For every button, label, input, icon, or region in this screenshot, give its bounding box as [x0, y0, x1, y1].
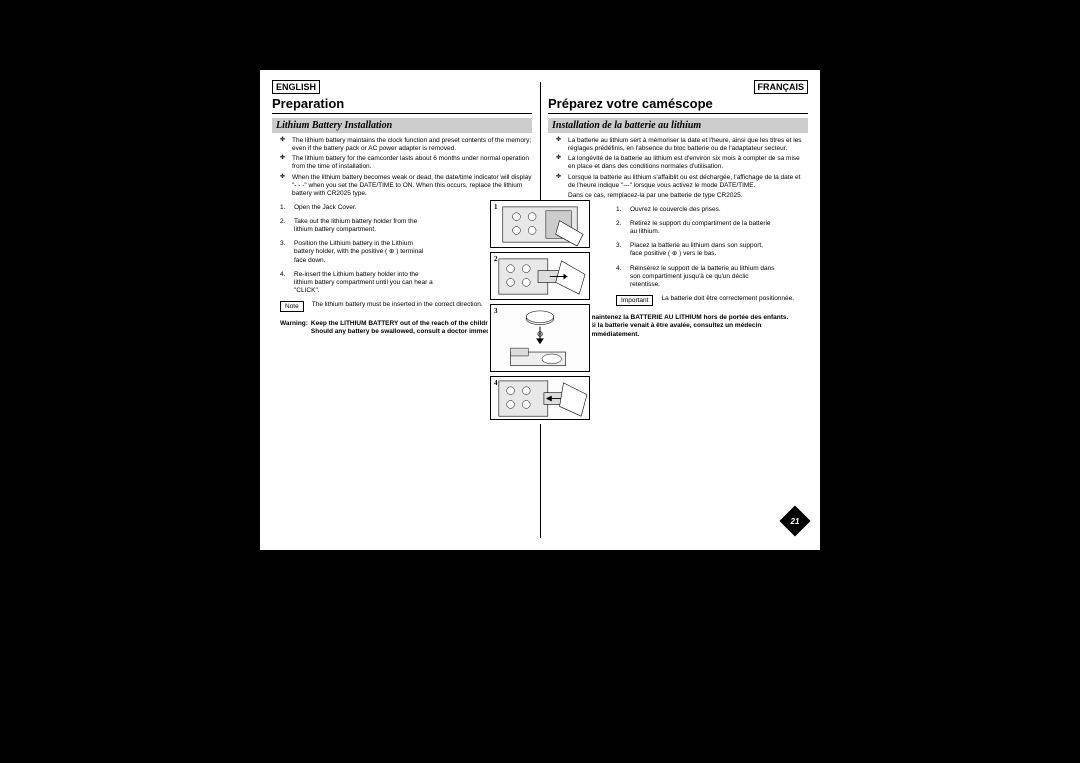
step-item: 1.Open the Jack Cover. — [284, 204, 434, 212]
figure-number: 3 — [494, 307, 498, 315]
page-number: 21 — [791, 517, 800, 526]
figure-number: 2 — [494, 255, 498, 263]
step-item: 3.Placez la batterie au lithium dans son… — [620, 242, 775, 258]
section-title-left: Preparation — [272, 96, 532, 114]
bullet-item: Lorsque la batterie au lithium s'affaibl… — [560, 174, 808, 190]
note-label: Note — [280, 301, 304, 312]
step-item: 2.Retirez le support du compartiment de … — [620, 220, 775, 236]
figure-number: 1 — [494, 203, 498, 211]
step-item: 2.Take out the lithium battery holder fr… — [284, 218, 434, 234]
bullet-list-left: The lithium battery maintains the clock … — [272, 137, 532, 198]
note-text: La batterie doit être correctement posit… — [661, 295, 808, 302]
figure-3: 3 ⊕ — [490, 304, 590, 372]
manual-page: ENGLISH Preparation Lithium Battery Inst… — [260, 70, 820, 550]
step-item: 3.Position the Lithium battery in the Li… — [284, 240, 434, 264]
section-title-right: Préparez votre caméscope — [548, 96, 808, 114]
step-text: Retirez le support du compartiment de la… — [630, 220, 771, 235]
step-item: 1.Ouvrez le couvercle des prises. — [620, 206, 775, 214]
center-figures: 1 2 — [488, 200, 592, 424]
jack-cover-icon — [491, 201, 589, 248]
bullet-continuation: Dans ce cas, remplacez-la par une batter… — [560, 192, 808, 200]
holder-reinsert-icon — [491, 377, 589, 420]
step-text: Position the Lithium battery in the Lith… — [294, 240, 423, 263]
bullet-item: The lithium battery for the camcorder la… — [284, 155, 532, 171]
battery-insert-icon: ⊕ — [491, 305, 589, 372]
step-text: Réinsérez le support de la batterie au l… — [630, 265, 775, 288]
page-number-badge: 21 — [784, 510, 806, 532]
warning-label: Warning: — [280, 320, 308, 337]
warning-text: maintenez la BATTERIE AU LITHIUM hors de… — [590, 314, 808, 339]
step-list-left: 1.Open the Jack Cover. 2.Take out the li… — [272, 204, 434, 295]
step-text: Ouvrez le couvercle des prises. — [630, 206, 721, 213]
figure-2: 2 — [490, 252, 590, 300]
bullet-item: La longévité de la batterie au lithium e… — [560, 155, 808, 171]
step-item: 4.Re-insert the Lithium battery holder i… — [284, 271, 434, 295]
language-label-francais: FRANÇAIS — [754, 80, 809, 94]
step-text: Re-insert the Lithium battery holder int… — [294, 271, 433, 294]
bullet-item: The lithium battery maintains the clock … — [284, 137, 532, 153]
figure-number: 4 — [494, 379, 498, 387]
step-text: Open the Jack Cover. — [294, 204, 357, 211]
step-item: 4.Réinsérez le support de la batterie au… — [620, 265, 775, 289]
figure-1: 1 — [490, 200, 590, 248]
step-text: Placez la batterie au lithium dans son s… — [630, 242, 763, 257]
bullet-item: La batterie au lithium sert à mémoriser … — [560, 137, 808, 153]
note-label: Important — [616, 295, 653, 306]
bullet-item: When the lithium battery becomes weak or… — [284, 174, 532, 198]
bullet-list-right: La batterie au lithium sert à mémoriser … — [548, 137, 808, 200]
note-row-right: Important La batterie doit être correcte… — [608, 295, 808, 306]
figure-4: 4 — [490, 376, 590, 420]
language-label-english: ENGLISH — [272, 80, 320, 94]
holder-remove-icon — [491, 253, 589, 300]
subsection-title-left: Lithium Battery Installation — [272, 118, 532, 133]
step-text: Take out the lithium battery holder from… — [294, 218, 417, 233]
subsection-title-right: Installation de la batterie au lithium — [548, 118, 808, 133]
